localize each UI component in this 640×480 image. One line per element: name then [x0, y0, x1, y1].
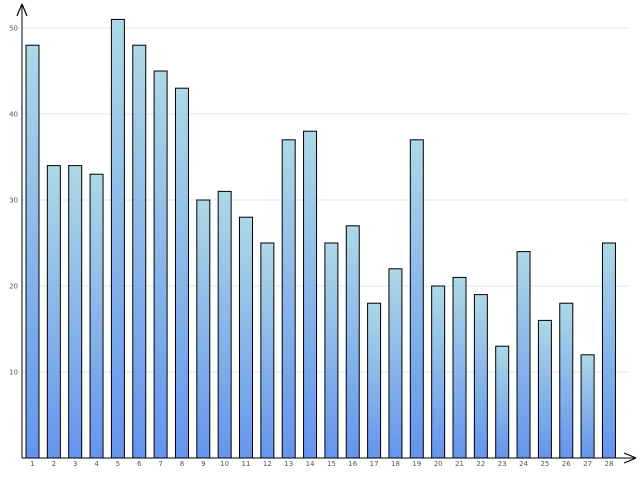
x-tick-label: 17: [370, 460, 379, 468]
x-axis-arrow-icon: [623, 452, 637, 464]
bar-5: [110, 18, 125, 459]
x-tick-label: 2: [52, 460, 56, 468]
x-tick-label: 23: [498, 460, 507, 468]
x-tick-label: 26: [562, 460, 571, 468]
x-tick-label: 14: [306, 460, 315, 468]
x-tick-label: 8: [180, 460, 184, 468]
x-tick-label: 19: [412, 460, 421, 468]
x-tick-label: 24: [519, 460, 528, 468]
x-tick-label: 10: [220, 460, 229, 468]
y-tick-label: 20: [9, 283, 18, 291]
y-tick-label: 50: [9, 25, 18, 33]
bars: [25, 18, 616, 459]
x-tick-label: 11: [242, 460, 251, 468]
bar-21: [452, 276, 467, 459]
bar-2: [46, 165, 61, 459]
axes: [16, 3, 637, 464]
bar-14: [303, 130, 318, 459]
bar-19: [409, 139, 424, 459]
x-tick-labels: 1 2 3 4 5 6 7 8 9 10 11 12 13 14 15 16 17 18 19 20 21 22 23 24 2…: [30, 460, 613, 468]
bar-4: [89, 173, 104, 459]
x-tick-label: 16: [348, 460, 357, 468]
bar-9: [196, 199, 211, 459]
x-tick-label: 1: [30, 460, 34, 468]
bar-7: [153, 70, 168, 459]
x-tick-label: 28: [604, 460, 613, 468]
bar-27: [580, 354, 595, 459]
bar-8: [174, 87, 189, 459]
bar-24: [516, 251, 531, 459]
bar-15: [324, 242, 339, 459]
x-tick-label: 21: [455, 460, 464, 468]
bar-28: [601, 242, 616, 459]
x-tick-label: 25: [540, 460, 549, 468]
x-tick-label: 12: [263, 460, 272, 468]
bar-12: [260, 242, 275, 459]
bar-6: [132, 44, 147, 459]
x-tick-label: 6: [137, 460, 142, 468]
y-tick-labels: 10 20 30 40 50: [9, 25, 18, 377]
x-tick-label: 27: [583, 460, 592, 468]
bar-20: [431, 285, 446, 459]
bar-16: [345, 225, 360, 459]
x-tick-label: 15: [327, 460, 336, 468]
x-tick-label: 9: [201, 460, 205, 468]
x-tick-label: 22: [476, 460, 485, 468]
bar-23: [495, 345, 510, 459]
y-tick-label: 10: [9, 369, 18, 377]
x-tick-label: 4: [94, 460, 99, 468]
bar-25: [537, 319, 552, 459]
bar-22: [473, 294, 488, 459]
x-tick-label: 7: [158, 460, 162, 468]
x-tick-label: 3: [73, 460, 77, 468]
bar-10: [217, 190, 232, 459]
y-tick-label: 40: [9, 111, 18, 119]
bar-17: [367, 302, 382, 459]
bar-1: [25, 44, 40, 459]
x-tick-label: 20: [434, 460, 443, 468]
y-tick-label: 30: [9, 197, 18, 205]
bar-26: [559, 302, 574, 459]
bar-3: [68, 165, 83, 459]
bar-13: [281, 139, 296, 459]
x-tick-label: 18: [391, 460, 400, 468]
x-tick-label: 5: [116, 460, 120, 468]
x-tick-label: 13: [284, 460, 293, 468]
y-axis-arrow-icon: [16, 3, 28, 17]
bar-18: [388, 268, 403, 459]
bar-11: [239, 216, 253, 459]
